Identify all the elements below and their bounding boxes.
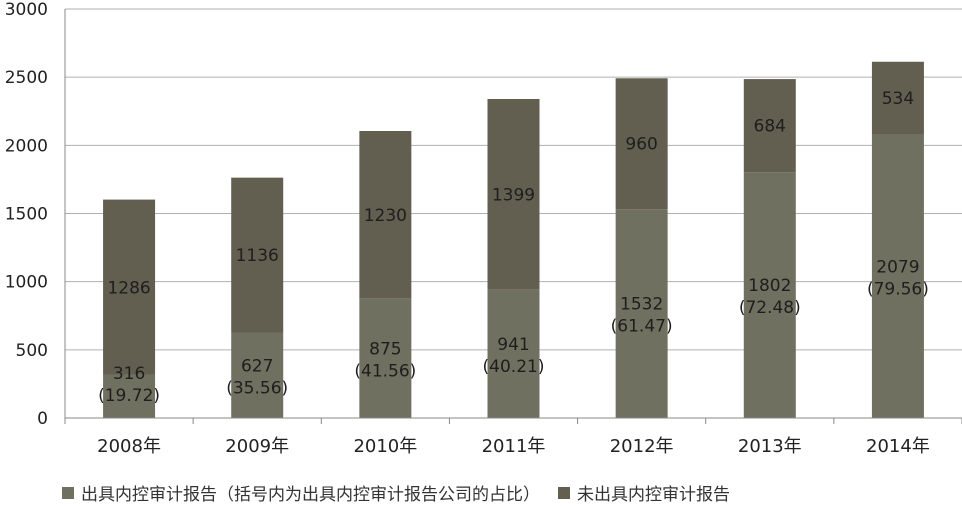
y-tick-label: 2500	[5, 68, 48, 88]
x-tick-label: 2013年	[738, 436, 802, 457]
bar-not-issued	[871, 61, 924, 135]
data-label-not-issued: 1230	[364, 206, 407, 226]
data-label-issued-pct: (35.56)	[226, 378, 288, 398]
legend-label-issued: 出具内控审计报告（括号内为出具内控审计报告公司的占比）	[81, 485, 540, 505]
y-tick-label: 2000	[5, 136, 48, 156]
data-label-issued-pct: (19.72)	[98, 386, 160, 406]
bar-not-issued	[231, 177, 284, 333]
bar-issued	[487, 289, 540, 418]
data-label-not-issued: 960	[625, 135, 657, 155]
data-label-not-issued: 1136	[236, 246, 279, 266]
bar-not-issued	[743, 79, 796, 173]
bar-not-issued	[359, 131, 412, 299]
bar-issued	[359, 298, 412, 418]
bar-issued	[615, 209, 668, 418]
y-tick-label: 1500	[5, 205, 48, 225]
legend-swatch-issued	[62, 486, 74, 499]
x-tick-label: 2012年	[610, 436, 674, 457]
data-label-not-issued: 1399	[492, 185, 535, 205]
y-tick-label: 500	[16, 341, 48, 361]
data-label-issued-pct: (79.56)	[867, 279, 929, 299]
data-label-issued: 316	[113, 364, 145, 384]
data-label-not-issued: 1286	[107, 278, 150, 298]
axis-layer: 0 500 1000 1500 2000 2500 3000 2008年 2009年 2010年 2…	[5, 0, 962, 457]
data-label-issued-pct: (61.47)	[611, 317, 673, 337]
data-label-issued-pct: (40.21)	[483, 357, 545, 377]
bar-not-issued	[615, 78, 668, 210]
data-label-issued-pct: (41.56)	[354, 361, 416, 381]
x-tick-label: 2010年	[353, 436, 417, 457]
bars-layer	[103, 61, 924, 419]
x-tick-label: 2008年	[97, 436, 161, 457]
y-tick-label: 3000	[5, 0, 48, 20]
data-label-issued: 627	[241, 356, 273, 376]
bar-issued	[231, 332, 284, 418]
x-tick-label: 2009年	[225, 436, 289, 457]
y-tick-label: 1000	[5, 273, 48, 293]
bar-not-issued	[103, 199, 156, 375]
legend: 出具内控审计报告（括号内为出具内控审计报告公司的占比） 未出具内控审计报告	[62, 480, 748, 505]
data-label-issued: 2079	[876, 257, 919, 277]
data-label-issued: 875	[369, 339, 401, 359]
bar-issued	[871, 134, 924, 419]
y-tick-label: 0	[37, 409, 48, 429]
data-label-not-issued: 684	[754, 117, 786, 137]
legend-swatch-not-issued	[558, 486, 570, 499]
legend-item-not-issued: 未出具内控审计报告	[558, 480, 730, 505]
x-tick-label: 2014年	[866, 436, 930, 457]
data-label-issued: 1802	[748, 276, 791, 296]
data-label-issued: 941	[497, 335, 529, 355]
bar-issued	[103, 374, 156, 418]
bar-not-issued	[487, 98, 540, 290]
bar-issued	[743, 172, 796, 418]
legend-item-issued: 出具内控审计报告（括号内为出具内控审计报告公司的占比）	[62, 480, 540, 505]
data-label-issued: 1532	[620, 295, 663, 315]
data-label-issued-pct: (72.48)	[739, 298, 801, 318]
legend-label-not-issued: 未出具内控审计报告	[577, 485, 730, 505]
labels-layer: 1286 316(19.72) 1136 627(35.56) 1230 875(41.5…	[98, 89, 929, 406]
x-tick-label: 2011年	[482, 436, 546, 457]
data-label-not-issued: 534	[882, 89, 914, 109]
